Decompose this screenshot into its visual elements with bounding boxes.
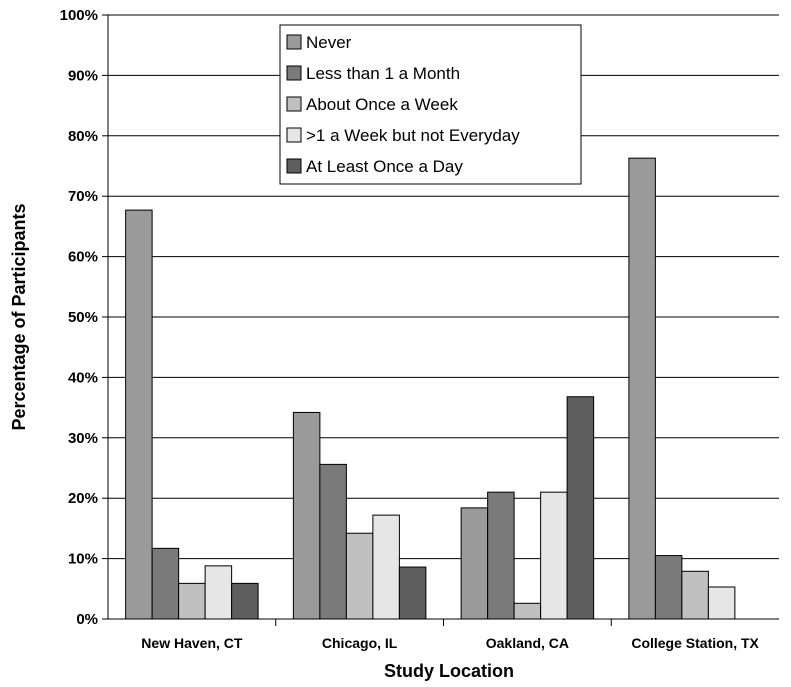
bar <box>487 491 515 620</box>
legend-box <box>279 24 582 185</box>
bar <box>540 491 568 620</box>
y-axis-title: Percentage of Participants <box>9 203 29 430</box>
bar <box>566 396 595 620</box>
bar <box>460 507 489 620</box>
y-tick-label: 10% <box>68 551 98 568</box>
bar <box>628 157 656 620</box>
y-tick-label: 30% <box>68 430 98 447</box>
legend-label: About Once a Week <box>306 95 458 114</box>
bar <box>398 566 427 620</box>
y-tick-label: 70% <box>68 188 98 205</box>
bar <box>151 547 180 620</box>
bar <box>372 514 400 620</box>
legend-label: >1 a Week but not Everyday <box>306 126 520 145</box>
bar-groups <box>125 157 736 620</box>
bar <box>125 209 153 620</box>
legend: Never Less than 1 a Month About Once a Wee… <box>279 24 582 185</box>
bar <box>707 586 736 620</box>
y-tick-label: 20% <box>68 490 98 507</box>
bar <box>319 463 347 620</box>
x-category-labels: New Haven, CT Chicago, IL Oakland, CA Colle… <box>141 635 759 651</box>
x-category-label: Chicago, IL <box>322 635 398 651</box>
axes <box>102 14 779 626</box>
y-tick-label: 90% <box>68 67 98 84</box>
y-tick-labels: 0% 10% 20% 30% 40% 50% 60% 70% 80% 90% 100% <box>60 7 98 628</box>
y-tick-label: 60% <box>68 249 98 266</box>
legend-swatch <box>286 96 302 112</box>
y-tick-label: 0% <box>76 611 98 628</box>
bar <box>513 602 542 620</box>
x-category-label: New Haven, CT <box>141 635 243 651</box>
legend-label: At Least Once a Day <box>306 157 463 176</box>
x-category-label: Oakland, CA <box>486 635 569 651</box>
x-category-label: College Station, TX <box>631 635 759 651</box>
bar <box>178 582 206 620</box>
x-axis-title: Study Location <box>384 661 514 681</box>
legend-swatch <box>286 65 302 81</box>
legend-swatch <box>286 34 302 50</box>
bar <box>681 570 709 620</box>
y-tick-label: 50% <box>68 309 98 326</box>
legend-swatch <box>286 127 302 143</box>
y-tick-label: 80% <box>68 128 98 145</box>
bar <box>654 555 683 620</box>
bar <box>231 582 259 620</box>
legend-label: Less than 1 a Month <box>306 64 460 83</box>
bar <box>345 532 374 620</box>
legend-swatch <box>286 158 302 174</box>
bar <box>204 565 233 620</box>
bar <box>292 411 321 620</box>
y-tick-label: 100% <box>60 7 98 24</box>
legend-label: Never <box>306 33 352 52</box>
y-tick-label: 40% <box>68 369 98 386</box>
